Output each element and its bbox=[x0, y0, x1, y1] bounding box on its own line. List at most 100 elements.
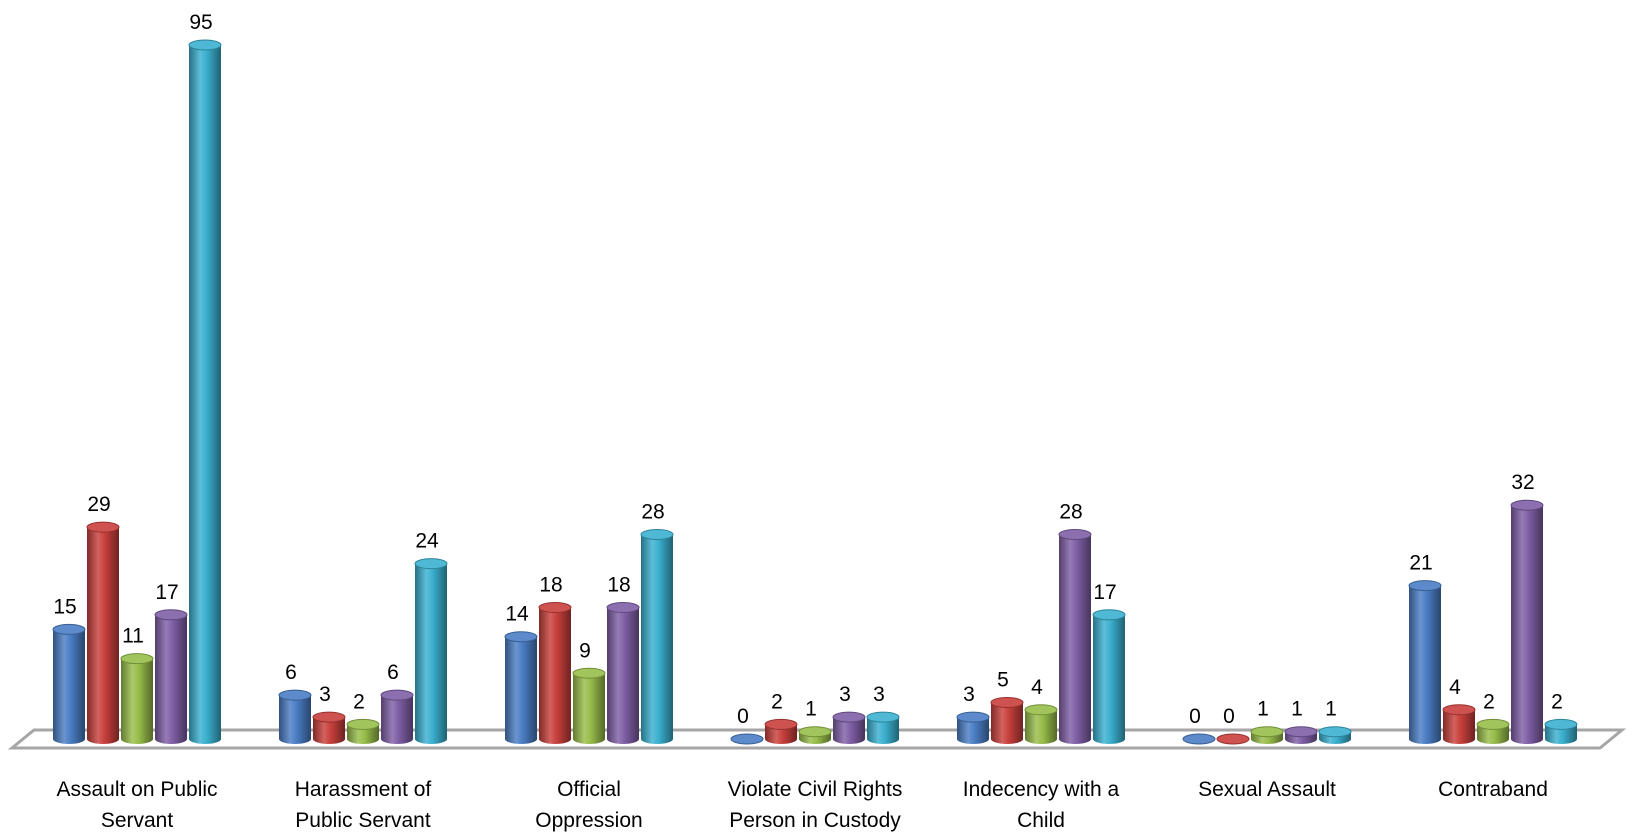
bar-cap bbox=[120, 653, 154, 665]
bar-base bbox=[1059, 734, 1091, 744]
bar-base bbox=[1025, 734, 1057, 744]
bar-cap bbox=[86, 521, 120, 533]
bar-base bbox=[415, 734, 447, 744]
bar-body bbox=[381, 695, 413, 739]
bar-base bbox=[313, 734, 345, 744]
data-label: 95 bbox=[189, 11, 212, 34]
bar-base bbox=[641, 734, 673, 744]
data-label: 21 bbox=[1409, 552, 1432, 575]
bar-cap bbox=[764, 718, 798, 730]
data-label: 3 bbox=[873, 683, 885, 706]
data-label: 1 bbox=[1257, 698, 1269, 721]
data-label: 18 bbox=[607, 574, 630, 597]
bar-cap bbox=[414, 558, 448, 570]
bar-base bbox=[539, 734, 571, 744]
bar-cap bbox=[606, 602, 640, 614]
category-label: Official bbox=[557, 778, 621, 801]
bar-cap bbox=[1544, 718, 1578, 730]
bar-base bbox=[1545, 734, 1577, 744]
bar-base bbox=[607, 734, 639, 744]
data-label: 1 bbox=[805, 698, 817, 721]
data-label: 6 bbox=[285, 661, 297, 684]
bar-body bbox=[991, 702, 1023, 739]
data-label: 1 bbox=[1325, 698, 1337, 721]
category-label: Assault on Public bbox=[56, 778, 217, 801]
bar-cap bbox=[1182, 733, 1216, 745]
bar-cap bbox=[1092, 609, 1126, 621]
bar-base bbox=[505, 734, 537, 744]
bar-cap bbox=[504, 631, 538, 643]
data-label: 15 bbox=[53, 595, 76, 618]
bar-cap bbox=[52, 623, 86, 635]
category-label: Contraband bbox=[1438, 778, 1548, 801]
data-label: 14 bbox=[505, 603, 529, 626]
bar-cap bbox=[1058, 528, 1092, 540]
data-label: 0 bbox=[1189, 705, 1201, 728]
bar-base bbox=[1409, 734, 1441, 744]
bar-cap bbox=[278, 689, 312, 701]
bar-cap bbox=[154, 609, 188, 621]
bar-cap bbox=[730, 733, 764, 745]
data-label: 4 bbox=[1449, 676, 1461, 699]
bar-base bbox=[1443, 734, 1475, 744]
bar-cap bbox=[798, 726, 832, 738]
bar-cap bbox=[956, 711, 990, 723]
bar-base bbox=[155, 734, 187, 744]
bar-base bbox=[189, 734, 221, 744]
bar-base bbox=[1093, 734, 1125, 744]
bar-base bbox=[347, 734, 379, 744]
bar-cap bbox=[866, 711, 900, 723]
bar-body bbox=[121, 658, 153, 739]
bar-base bbox=[1477, 734, 1509, 744]
category-label: Person in Custody bbox=[729, 809, 901, 832]
data-label: 32 bbox=[1511, 471, 1534, 494]
bar-cap bbox=[1510, 499, 1544, 511]
category-label: Servant bbox=[101, 809, 174, 832]
bar-cap bbox=[990, 696, 1024, 708]
bar-cap bbox=[1442, 704, 1476, 716]
data-label: 5 bbox=[997, 668, 1009, 691]
category-label: Child bbox=[1017, 809, 1065, 832]
bar-cap bbox=[1476, 718, 1510, 730]
bar-base bbox=[121, 734, 153, 744]
bar-cap bbox=[188, 39, 222, 51]
bar-body bbox=[189, 45, 221, 739]
bar-cap bbox=[1250, 726, 1284, 738]
bar-body bbox=[957, 717, 989, 739]
bar-body bbox=[539, 607, 571, 739]
category-label: Public Servant bbox=[295, 809, 431, 832]
bar-base bbox=[279, 734, 311, 744]
bar-cap bbox=[1408, 580, 1442, 592]
data-label: 18 bbox=[539, 574, 562, 597]
bar-cap bbox=[1216, 733, 1250, 745]
category-label: Sexual Assault bbox=[1198, 778, 1336, 801]
bar-body bbox=[833, 717, 865, 739]
bar-body bbox=[1409, 585, 1441, 739]
data-label: 28 bbox=[1059, 500, 1082, 523]
data-label: 17 bbox=[1093, 581, 1116, 604]
bar-cap bbox=[538, 602, 572, 614]
category-label: Indecency with a bbox=[963, 778, 1120, 801]
bar-cap bbox=[1284, 726, 1318, 738]
bar-cap bbox=[572, 667, 606, 679]
bar-base bbox=[381, 734, 413, 744]
data-label: 3 bbox=[319, 683, 331, 706]
data-label: 24 bbox=[415, 530, 439, 553]
data-label: 11 bbox=[122, 625, 144, 648]
bar-body bbox=[279, 695, 311, 739]
data-label: 2 bbox=[771, 690, 783, 713]
bar-cap bbox=[832, 711, 866, 723]
data-label: 9 bbox=[579, 639, 591, 662]
data-label: 28 bbox=[641, 500, 664, 523]
bar-cap bbox=[1318, 726, 1352, 738]
data-label: 3 bbox=[839, 683, 851, 706]
bar-base bbox=[957, 734, 989, 744]
bar-base bbox=[53, 734, 85, 744]
data-label: 4 bbox=[1031, 676, 1043, 699]
data-label: 2 bbox=[1551, 690, 1563, 713]
bar-body bbox=[155, 614, 187, 739]
bar-body bbox=[867, 717, 899, 739]
bar-body bbox=[313, 717, 345, 739]
